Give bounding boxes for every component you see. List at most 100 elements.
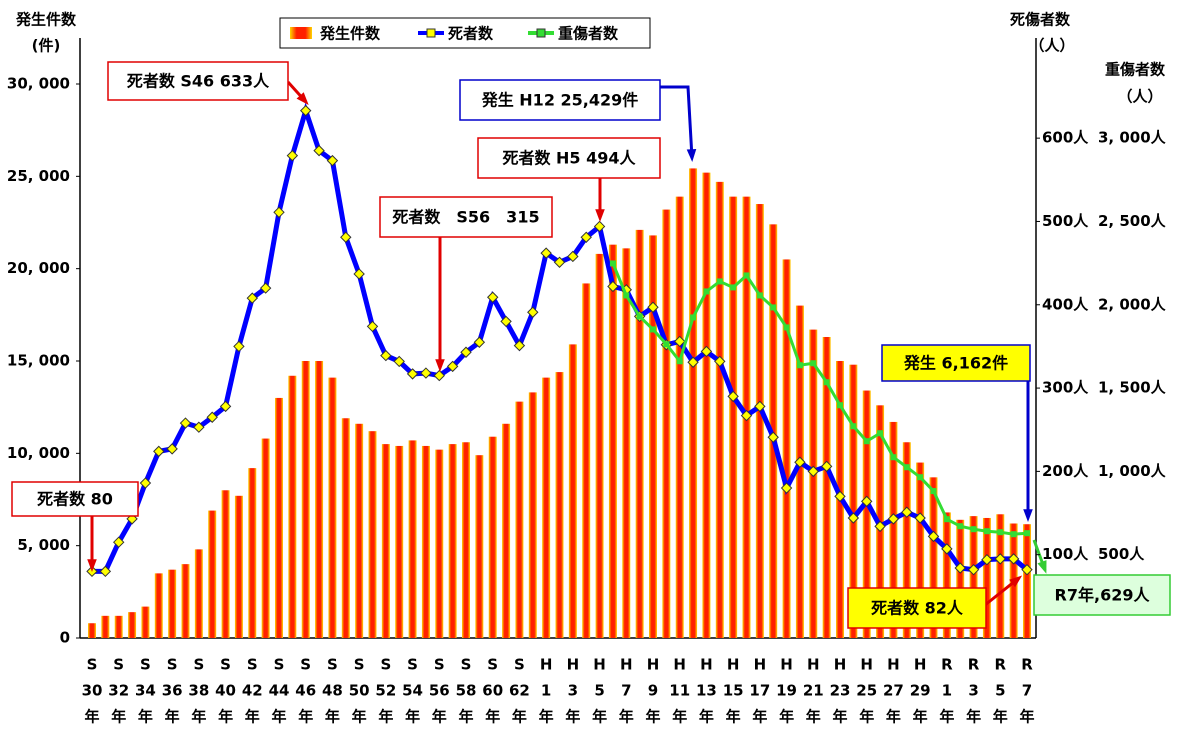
marker xyxy=(703,288,710,295)
marker xyxy=(863,438,870,445)
bar xyxy=(889,421,898,638)
legend-label: 発生件数 xyxy=(319,25,381,43)
marker xyxy=(780,482,793,494)
x-tick-label: H xyxy=(673,656,686,674)
marker xyxy=(139,477,152,489)
bar xyxy=(101,615,110,638)
marker xyxy=(927,530,940,543)
marker xyxy=(353,268,365,280)
marker xyxy=(663,341,670,348)
marker xyxy=(193,421,205,433)
x-tick-label: S xyxy=(354,656,365,674)
x-tick-label: S xyxy=(167,656,178,674)
x-tick-label: S xyxy=(113,656,124,674)
marker xyxy=(820,460,833,473)
annotation: 死者数 82人 xyxy=(871,599,964,618)
marker xyxy=(983,528,990,535)
x-tick-label: 年 xyxy=(592,708,607,726)
marker xyxy=(366,320,379,333)
marker xyxy=(767,431,779,443)
bar xyxy=(715,181,724,638)
bar xyxy=(221,490,230,638)
x-tick-label: 年 xyxy=(913,708,928,726)
x-tick-label: H xyxy=(620,656,633,674)
marker xyxy=(687,356,699,368)
x-tick-label: S xyxy=(300,656,311,674)
annotation: 死者数 80 xyxy=(37,490,113,509)
y2-tick-label: 400人 xyxy=(1042,295,1089,313)
marker xyxy=(99,565,112,578)
bar xyxy=(341,418,350,638)
bar xyxy=(328,377,337,638)
marker xyxy=(380,349,392,362)
x-tick-label: S xyxy=(220,656,231,674)
marker xyxy=(1010,531,1017,538)
x-tick-label: 13 xyxy=(696,682,717,700)
x-tick-label: 年 xyxy=(993,708,1008,726)
bar xyxy=(822,336,831,638)
bar xyxy=(542,377,551,638)
x-tick-label: 年 xyxy=(752,708,767,726)
x-tick-label: 年 xyxy=(832,708,847,726)
marker xyxy=(994,553,1006,565)
x-tick-label: 年 xyxy=(512,708,527,726)
x-tick-label: 年 xyxy=(191,708,206,726)
marker xyxy=(877,430,884,437)
x-tick-label: 11 xyxy=(669,682,690,700)
marker xyxy=(837,402,843,409)
annotation: 死者数 S46 633人 xyxy=(127,72,270,91)
marker xyxy=(850,423,857,430)
marker xyxy=(420,367,432,379)
x-tick-label: 年 xyxy=(325,708,340,726)
marker xyxy=(259,282,272,294)
marker xyxy=(730,284,737,291)
annotation-box xyxy=(379,196,553,238)
x-tick-label: S xyxy=(193,656,204,674)
annotation-box xyxy=(1033,574,1171,616)
x-tick-label: H xyxy=(914,656,927,674)
x-tick-label: 年 xyxy=(138,708,153,726)
bar xyxy=(194,549,203,638)
bar xyxy=(395,445,404,638)
bar xyxy=(88,623,96,638)
marker xyxy=(740,409,753,422)
annotation-arrowhead xyxy=(1009,575,1023,588)
bar xyxy=(729,196,738,638)
bar xyxy=(114,615,123,638)
annotation-box xyxy=(11,481,139,517)
marker xyxy=(754,400,766,413)
x-tick-label: 32 xyxy=(108,682,129,700)
marker xyxy=(313,144,325,157)
marker xyxy=(206,411,218,423)
x-tick-label: S xyxy=(487,656,498,674)
marker xyxy=(917,474,924,481)
annotation-box xyxy=(477,137,661,179)
bar xyxy=(408,440,417,638)
y-tick-label: 5, 000 xyxy=(17,536,70,554)
bar xyxy=(368,431,377,638)
marker xyxy=(406,368,419,380)
x-tick-label: H xyxy=(700,656,713,674)
annotation-arrowhead xyxy=(686,148,697,162)
bar xyxy=(1023,524,1031,638)
marker xyxy=(647,301,659,313)
x-tick-label: 40 xyxy=(215,682,236,700)
bar xyxy=(421,445,430,638)
x-tick-label: 38 xyxy=(188,682,209,700)
y2-title: 死傷者数 xyxy=(1010,11,1071,29)
bar xyxy=(929,477,938,638)
marker xyxy=(219,400,232,413)
x-tick-label: 年 xyxy=(298,708,313,726)
y-tick-label: 20, 000 xyxy=(7,259,70,277)
annotation-arrowhead xyxy=(1037,560,1047,574)
x-tick-label: H xyxy=(647,656,660,674)
marker xyxy=(286,149,299,162)
bar xyxy=(956,519,965,638)
x-tick-label: H xyxy=(887,656,900,674)
bar xyxy=(475,455,484,638)
bar xyxy=(275,397,283,638)
x-tick-label: 46 xyxy=(295,682,316,700)
marker xyxy=(901,506,913,518)
annotation-box xyxy=(459,79,661,121)
y3-tick-label: 1, 500人 xyxy=(1098,379,1167,397)
